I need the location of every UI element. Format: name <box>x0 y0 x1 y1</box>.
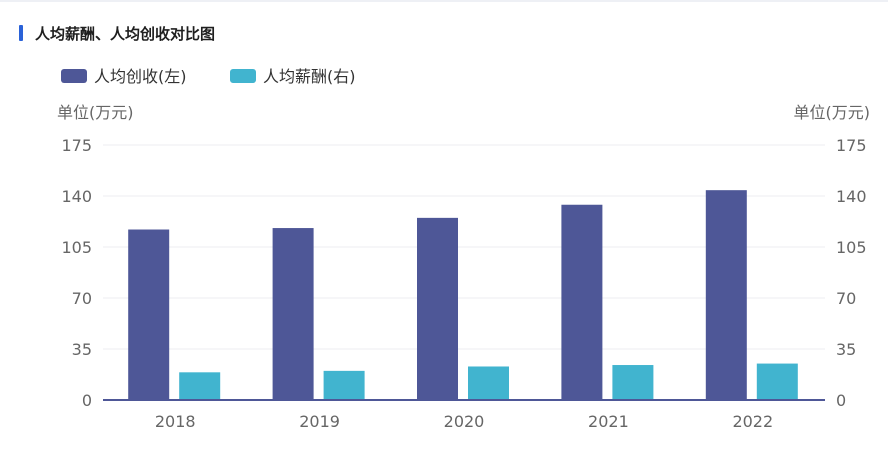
x-tick-label: 2019 <box>299 412 340 431</box>
title-accent-bar <box>19 25 23 41</box>
y-left-tick-label: 70 <box>72 289 92 308</box>
y-right-tick-label: 140 <box>836 187 867 206</box>
bar-revenue-2018 <box>128 229 170 400</box>
bar-revenue-2021 <box>561 204 603 400</box>
y-right-tick-label: 35 <box>836 340 856 359</box>
bar-salary-2019 <box>323 370 365 400</box>
x-tick-label: 2021 <box>588 412 629 431</box>
y-left-tick-label: 105 <box>61 238 92 257</box>
y-left-tick-label: 0 <box>82 391 92 410</box>
y-right-unit-label: 单位(万元) <box>794 103 871 122</box>
y-right-tick-label: 0 <box>836 391 846 410</box>
legend-swatch-salary <box>230 69 256 83</box>
bar-revenue-2020 <box>417 217 458 400</box>
y-right-tick-label: 70 <box>836 289 856 308</box>
y-left-tick-label: 175 <box>61 136 92 155</box>
x-tick-label: 2022 <box>732 412 773 431</box>
chart-title-text: 人均薪酬、人均创收对比图 <box>35 24 216 43</box>
legend-label-salary: 人均薪酬(右) <box>263 67 356 86</box>
top-divider <box>0 0 888 2</box>
y-right-tick-label: 105 <box>836 238 867 257</box>
bar-salary-2022 <box>756 363 798 400</box>
x-tick-label: 2020 <box>444 412 485 431</box>
chart-title: 人均薪酬、人均创收对比图 <box>19 23 215 43</box>
y-left-tick-label: 35 <box>72 340 92 359</box>
legend-swatch-revenue <box>61 69 87 83</box>
bar-salary-2018 <box>179 372 221 400</box>
y-right-tick-label: 175 <box>836 136 867 155</box>
y-left-unit-label: 单位(万元) <box>57 103 134 122</box>
bar-revenue-2022 <box>705 190 747 400</box>
bar-salary-2021 <box>612 365 654 400</box>
bar-salary-2020 <box>468 366 509 400</box>
x-tick-label: 2018 <box>155 412 196 431</box>
legend-label-revenue: 人均创收(左) <box>94 67 187 86</box>
y-left-tick-label: 140 <box>61 187 92 206</box>
bar-revenue-2019 <box>272 228 314 400</box>
